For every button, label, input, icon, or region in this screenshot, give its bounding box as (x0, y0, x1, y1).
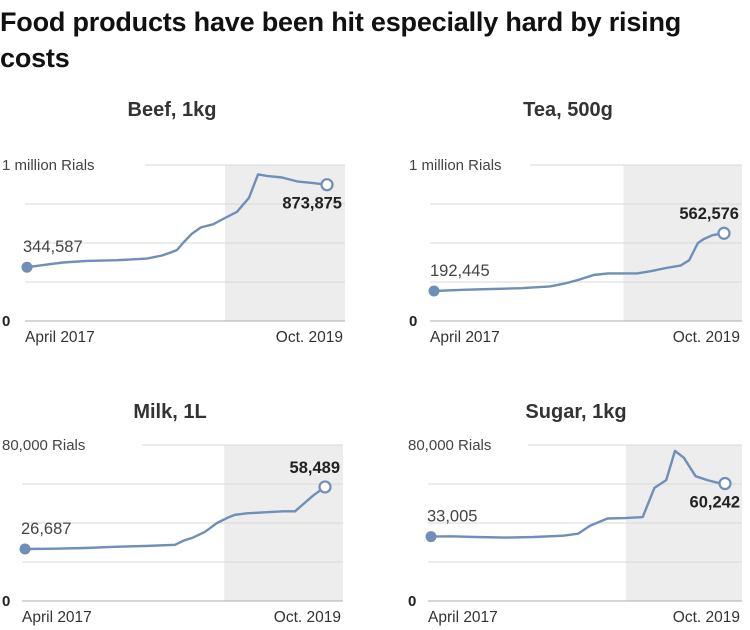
end-value-label: 873,875 (282, 195, 342, 213)
end-point (320, 178, 334, 192)
price-line (432, 231, 726, 293)
end-value-label: 562,576 (679, 205, 739, 223)
y-zero-label: 0 (408, 593, 416, 610)
x-start-label: April 2017 (25, 329, 95, 346)
chart-panel-beef: Beef, 1kg 1 million Rials 0 April 2017 Oct. … (2, 99, 345, 346)
start-value-label: 26,687 (21, 520, 71, 538)
y-zero-label: 0 (2, 313, 10, 330)
x-end-label: Oct. 2019 (673, 329, 740, 346)
x-end-label: Oct. 2019 (673, 609, 740, 626)
start-value-label: 192,445 (430, 262, 490, 280)
price-line (23, 485, 327, 551)
y-max-label: 1 million Rials (409, 157, 502, 174)
panel-title: Beef, 1kg (128, 99, 217, 121)
end-value-label: 60,242 (690, 494, 740, 512)
y-zero-label: 0 (409, 313, 417, 330)
chart-panel-milk: Milk, 1L 80,000 Rials 0 April 2017 Oct. 2019… (2, 401, 343, 626)
y-max-label: 1 million Rials (2, 157, 95, 174)
end-point (718, 476, 732, 491)
x-end-label: Oct. 2019 (274, 609, 341, 626)
y-zero-label: 0 (2, 593, 10, 610)
x-end-label: Oct. 2019 (276, 329, 343, 346)
x-start-label: April 2017 (428, 609, 498, 626)
start-point (19, 543, 31, 555)
chart-panel-sugar: Sugar, 1kg 80,000 Rials 0 April 2017 Oct. 20… (408, 401, 742, 626)
chart-panel-tea: Tea, 500g 1 million Rials 0 April 2017 Oct. … (409, 99, 742, 346)
start-point (428, 285, 440, 297)
start-point (425, 531, 437, 543)
start-value-label: 344,587 (23, 238, 83, 256)
chart-headline: Food products have been hit especially h… (0, 7, 682, 73)
end-value-label: 58,489 (290, 459, 340, 477)
start-value-label: 33,005 (427, 508, 477, 526)
panel-title: Sugar, 1kg (525, 401, 626, 423)
panel-title: Milk, 1L (133, 401, 206, 423)
y-max-label: 80,000 Rials (408, 437, 491, 454)
end-point (717, 226, 731, 240)
start-point (21, 261, 33, 273)
y-max-label: 80,000 Rials (2, 437, 85, 454)
end-point (318, 480, 332, 494)
price-line (429, 449, 727, 539)
x-start-label: April 2017 (22, 609, 92, 626)
price-line (25, 173, 329, 269)
x-start-label: April 2017 (430, 329, 500, 346)
panel-title: Tea, 500g (523, 99, 613, 121)
